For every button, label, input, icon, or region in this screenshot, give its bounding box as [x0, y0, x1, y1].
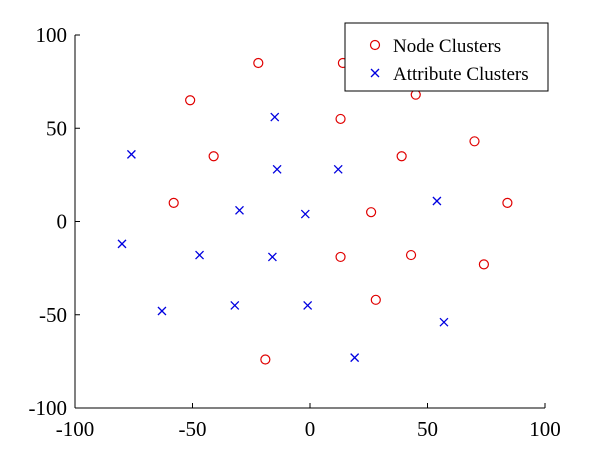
attribute-cluster-point [230, 300, 240, 310]
attribute-cluster-point [439, 317, 449, 327]
node-cluster-point [185, 95, 196, 106]
attribute-cluster-point [303, 300, 313, 310]
node-cluster-point [208, 151, 219, 162]
node-cluster-point [260, 354, 271, 365]
attribute-cluster-point [270, 112, 280, 122]
node-cluster-point [405, 249, 417, 261]
attribute-cluster-point [195, 250, 205, 260]
y-tick-label: 100 [36, 23, 68, 47]
node-cluster-point [370, 294, 381, 305]
node-cluster-point [335, 251, 346, 263]
attribute-cluster-point [267, 252, 277, 262]
tick-marks [74, 34, 546, 409]
x-tick-labels: -100 -50 0 50 100 [56, 417, 561, 441]
attribute-cluster-point [157, 306, 167, 316]
attribute-cluster-point [300, 209, 310, 219]
y-tick-label: 50 [46, 116, 67, 140]
legend-label: Attribute Clusters [393, 64, 529, 85]
x-tick-label: -100 [56, 417, 95, 441]
y-tick-label: -50 [39, 303, 67, 327]
attribute-cluster-point [126, 149, 136, 159]
node-cluster-point [410, 89, 421, 100]
legend: Node Clusters Attribute Clusters [344, 22, 549, 92]
y-tick-labels: -100 -50 0 50 100 [29, 23, 68, 420]
node-cluster-point [396, 151, 407, 162]
attribute-cluster-point [272, 164, 282, 174]
attribute-cluster-point [333, 164, 343, 174]
node-cluster-point [478, 259, 489, 270]
attribute-cluster-point [432, 196, 442, 206]
attribute-cluster-point [235, 205, 244, 215]
legend-label: Node Clusters [393, 36, 501, 57]
node-cluster-point [366, 207, 377, 218]
attribute-cluster-point [117, 239, 127, 249]
attribute-cluster-point [350, 353, 360, 363]
node-cluster-point [253, 57, 264, 69]
node-cluster-point [335, 113, 346, 125]
x-tick-label: 100 [529, 417, 561, 441]
x-tick-label: 0 [305, 417, 316, 441]
x-tick-label: -50 [179, 417, 207, 441]
legend-box [344, 22, 549, 92]
node-cluster-point [469, 136, 480, 147]
legend-circle-icon [369, 39, 381, 51]
data-points [117, 57, 513, 365]
x-tick-label: 50 [417, 417, 438, 441]
y-tick-label: 0 [57, 210, 68, 234]
node-cluster-point [168, 197, 179, 208]
y-tick-label: -100 [29, 396, 68, 420]
legend-x-icon [370, 68, 380, 78]
node-cluster-point [502, 197, 513, 208]
